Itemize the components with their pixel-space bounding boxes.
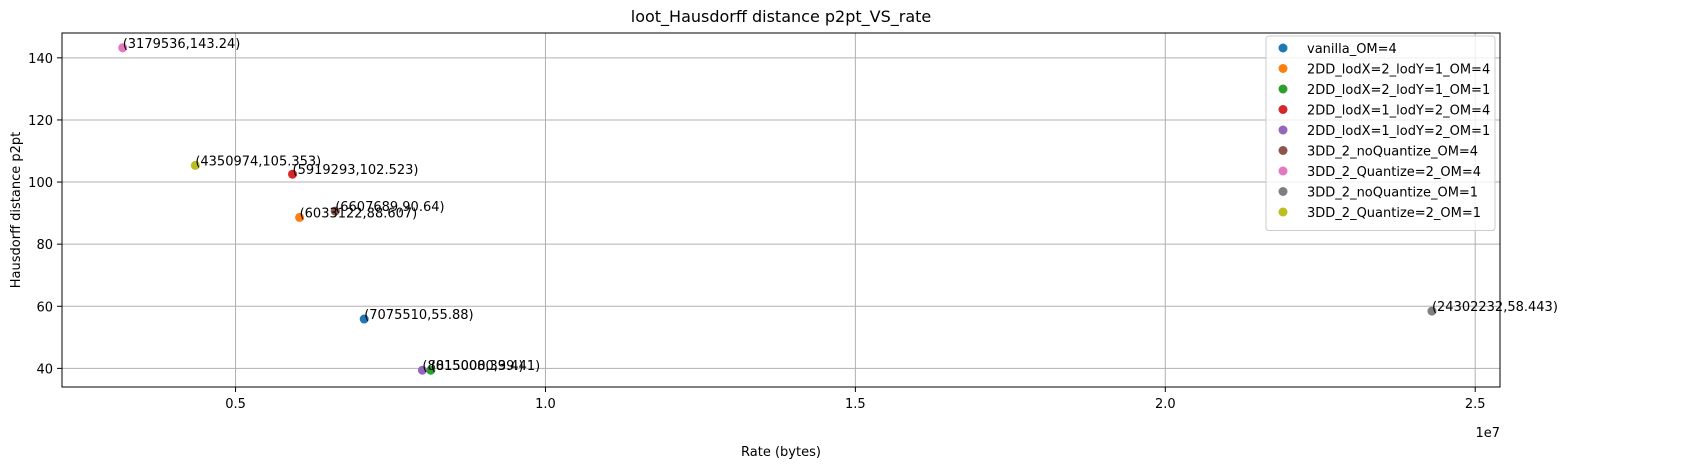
legend-marker — [1278, 125, 1288, 135]
y-tick-label: 100 — [28, 176, 53, 191]
scatter-point — [359, 314, 369, 324]
point-label: (24302232,58.443) — [1432, 300, 1558, 315]
y-axis-label: Hausdorff distance p2pt — [9, 132, 24, 288]
legend-marker — [1278, 146, 1288, 155]
scatter-point — [118, 43, 128, 53]
scatter-point — [426, 365, 436, 375]
legend-entry: 2DD_lodX=2_lodY=1_OM=1 — [1307, 83, 1490, 98]
legend-entry: 3DD_2_noQuantize_OM=4 — [1307, 145, 1478, 160]
legend-entry: 3DD_2_Quantize=2_OM=4 — [1307, 165, 1481, 180]
point-label: (6607689,90.64) — [335, 200, 444, 215]
point-label: (6033122,88.607) — [300, 206, 418, 221]
y-tick-label: 80 — [36, 238, 53, 253]
legend-entry: 2DD_lodX=2_lodY=1_OM=4 — [1307, 63, 1490, 78]
point-label: (3179536,143.24) — [123, 37, 241, 52]
legend: vanilla_OM=4 2DD_lodX=2_lodY=1_OM=4 2DD_lo… — [1265, 35, 1496, 231]
legend-marker — [1278, 43, 1288, 53]
legend-entry: 2DD_lodX=1_lodY=2_OM=1 — [1307, 124, 1490, 139]
legend-marker — [1278, 207, 1288, 217]
legend-marker — [1278, 105, 1288, 114]
y-tick-label: 120 — [28, 114, 53, 129]
legend-entry: 3DD_2_Quantize=2_OM=1 — [1307, 206, 1481, 221]
scatter-point — [295, 212, 305, 222]
legend-marker — [1278, 166, 1288, 176]
x-tick-label: 1.0 — [535, 397, 556, 412]
x-tick-label: 1.5 — [845, 397, 866, 412]
data-points — [118, 43, 1437, 375]
point-label: (8015008,39.4) — [422, 359, 523, 374]
scatter-point — [330, 206, 340, 216]
y-tick-label: 60 — [36, 300, 53, 315]
x-tick-label: 2.0 — [1155, 397, 1176, 412]
y-tick-label: 140 — [28, 52, 53, 67]
scatter-point — [417, 365, 427, 375]
chart-title: loot_Hausdorff distance p2pt_VS_rate — [631, 7, 932, 27]
point-annotations: (7075510,55.88) (6033122,88.607) (8150000,… — [123, 37, 1558, 374]
x-axis-offset-label: 1e7 — [1475, 426, 1500, 441]
legend-marker — [1278, 187, 1288, 196]
x-tick-label: 0.5 — [225, 397, 246, 412]
y-tick-label: 40 — [36, 362, 53, 377]
legend-marker — [1278, 84, 1288, 94]
scatter-point — [1427, 306, 1437, 316]
scatter-point — [190, 160, 200, 170]
x-axis-label: Rate (bytes) — [741, 445, 821, 460]
point-label: (4350974,105.353) — [195, 154, 321, 169]
legend-marker — [1278, 64, 1288, 73]
scatter-point — [288, 169, 298, 179]
x-tick-label: 2.5 — [1465, 397, 1486, 412]
legend-entry: vanilla_OM=4 — [1307, 42, 1397, 57]
plot-frame — [61, 32, 1501, 388]
point-label: (5919293,102.523) — [293, 163, 419, 178]
point-label: (8150000,39.41) — [431, 359, 540, 374]
axes: 0.5 1.0 1.5 2.0 2.5 40 60 80 100 120 140 — [28, 32, 1501, 412]
legend-box — [1265, 35, 1496, 231]
point-label: (7075510,55.88) — [364, 308, 473, 323]
legend-entry: 3DD_2_noQuantize_OM=1 — [1307, 186, 1478, 201]
legend-entry: 2DD_lodX=1_lodY=2_OM=4 — [1307, 104, 1490, 119]
